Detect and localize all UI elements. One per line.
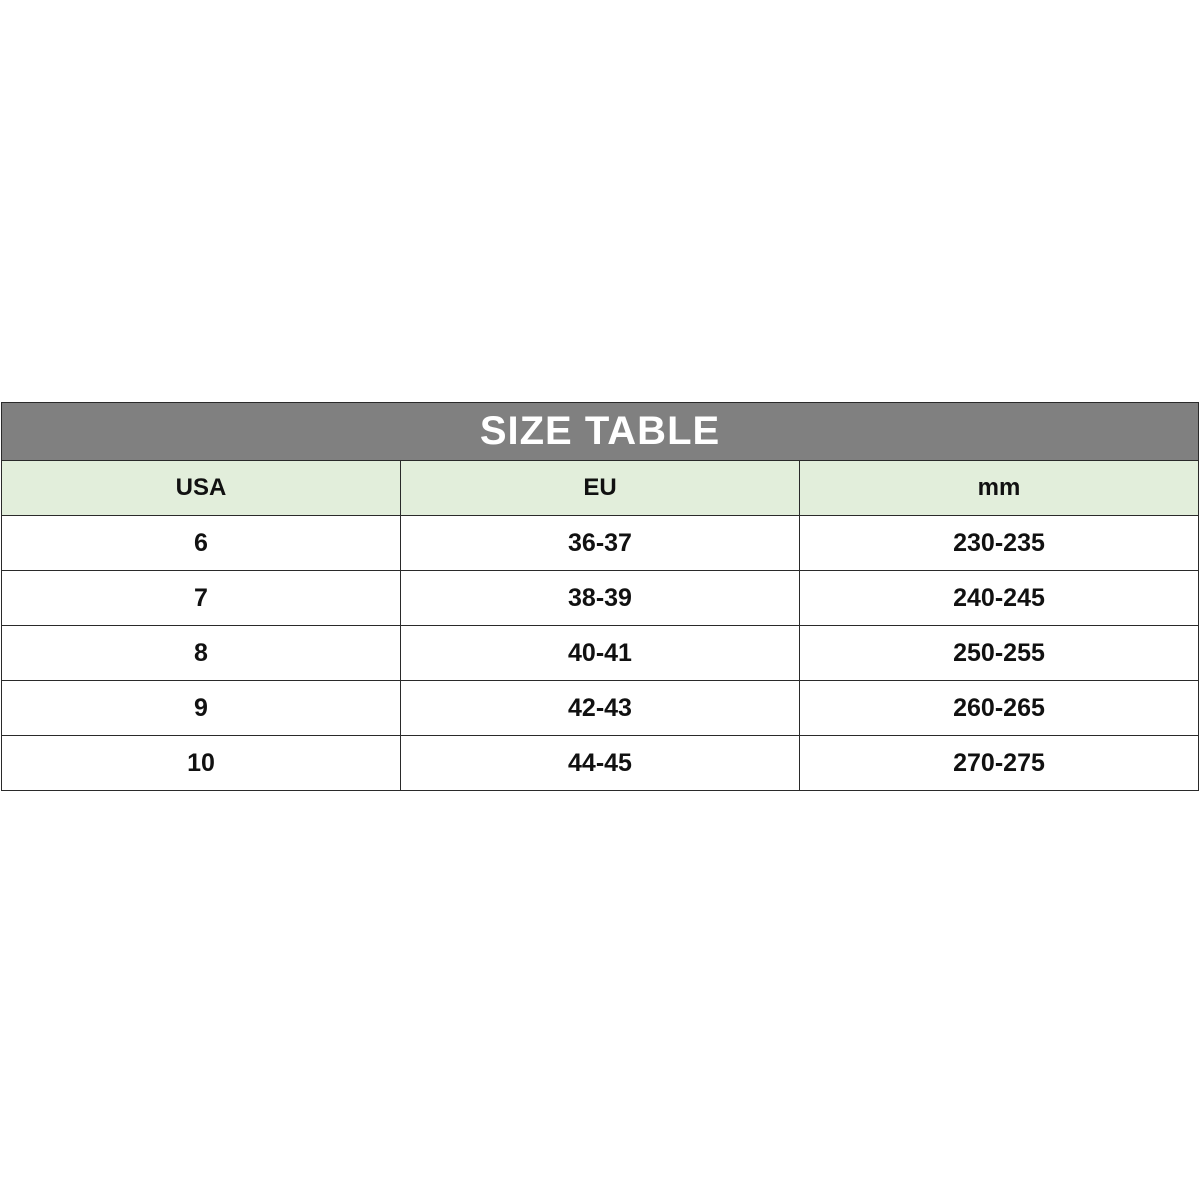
column-header-usa: USA (1, 460, 401, 516)
table-row: 7 38-39 240-245 (1, 570, 1199, 626)
cell-eu: 44-45 (400, 735, 800, 791)
column-header-eu: EU (400, 460, 800, 516)
cell-mm: 270-275 (799, 735, 1199, 791)
table-row: 8 40-41 250-255 (1, 625, 1199, 681)
cell-eu: 36-37 (400, 515, 800, 571)
cell-usa: 9 (1, 680, 401, 736)
cell-mm: 230-235 (799, 515, 1199, 571)
cell-usa: 10 (1, 735, 401, 791)
cell-eu: 40-41 (400, 625, 800, 681)
cell-usa: 7 (1, 570, 401, 626)
cell-mm: 240-245 (799, 570, 1199, 626)
table-row: 10 44-45 270-275 (1, 735, 1199, 791)
cell-mm: 260-265 (799, 680, 1199, 736)
header-row: USA EU mm (1, 460, 1199, 516)
cell-usa: 8 (1, 625, 401, 681)
cell-eu: 42-43 (400, 680, 800, 736)
column-header-mm: mm (799, 460, 1199, 516)
table-row: 9 42-43 260-265 (1, 680, 1199, 736)
table-title: SIZE TABLE (1, 402, 1199, 461)
table-row: 6 36-37 230-235 (1, 515, 1199, 571)
cell-eu: 38-39 (400, 570, 800, 626)
size-table: SIZE TABLE USA EU mm 6 36-37 230-235 7 3… (1, 402, 1199, 791)
cell-usa: 6 (1, 515, 401, 571)
cell-mm: 250-255 (799, 625, 1199, 681)
